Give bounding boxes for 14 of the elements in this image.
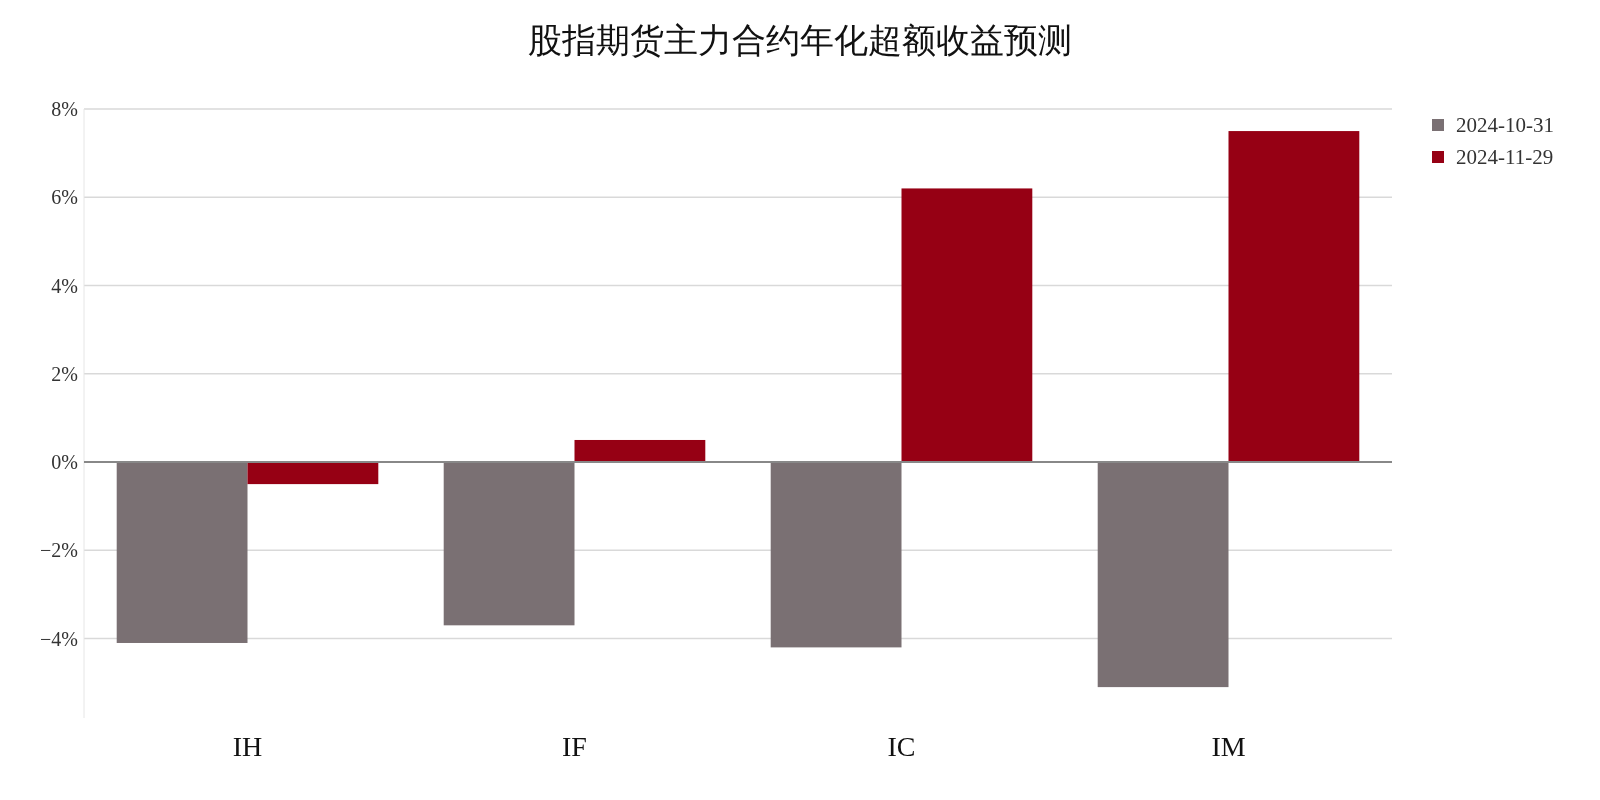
y-tick-label: 0% (51, 451, 78, 474)
chart-title: 股指期货主力合约年化超额收益预测 (528, 22, 1072, 59)
y-tick-label: −2% (40, 539, 78, 562)
legend-label: 2024-10-31 (1456, 113, 1554, 137)
y-tick-label: 8% (51, 98, 78, 120)
legend-label: 2024-11-29 (1456, 145, 1554, 169)
y-tick-label: 6% (51, 186, 78, 209)
x-tick-label: IF (562, 731, 587, 762)
x-tick-label: IC (887, 731, 916, 762)
y-tick-label: −4% (40, 627, 78, 650)
x-tick-label: IM (1211, 731, 1246, 762)
x-tick-label: IH (232, 731, 263, 762)
y-tick-label: 4% (51, 274, 78, 297)
y-tick-label: 2% (51, 362, 78, 385)
